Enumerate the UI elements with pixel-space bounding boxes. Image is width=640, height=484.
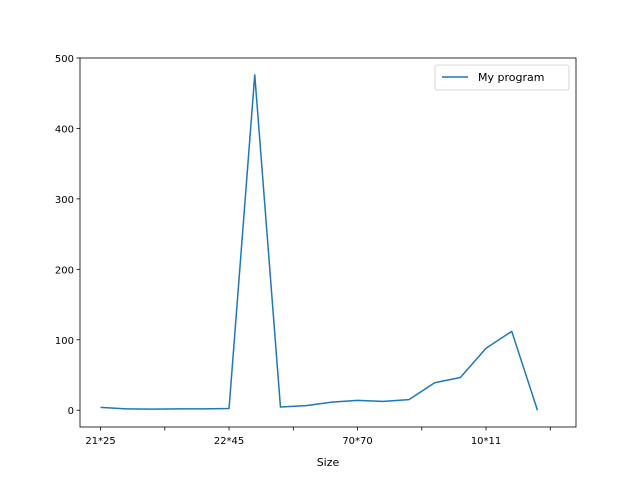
y-axis-ticks: 0 100 200 300 400 500 bbox=[55, 54, 80, 417]
y-tick-label: 200 bbox=[55, 265, 74, 276]
y-tick-label: 400 bbox=[55, 124, 74, 135]
y-tick-label: 0 bbox=[68, 406, 74, 417]
x-tick-label: 22*45 bbox=[214, 436, 244, 447]
y-tick-label: 300 bbox=[55, 195, 74, 206]
plot-frame bbox=[79, 57, 577, 428]
y-tick-label: 100 bbox=[55, 336, 74, 347]
legend: My program bbox=[434, 64, 570, 91]
legend-label: My program bbox=[478, 71, 544, 84]
x-tick-label: 70*70 bbox=[342, 436, 372, 447]
y-tick-label: 500 bbox=[55, 54, 74, 65]
x-tick-label: 21*25 bbox=[85, 436, 115, 447]
plot-area bbox=[80, 58, 576, 427]
series-layer bbox=[100, 74, 539, 411]
x-axis-label: Size bbox=[317, 456, 340, 469]
x-axis-ticks: 21*25 22*45 70*70 10*11 bbox=[85, 427, 551, 447]
series-line-my-program bbox=[100, 74, 539, 411]
legend-box bbox=[434, 64, 570, 91]
x-tick-label: 10*11 bbox=[471, 436, 501, 447]
